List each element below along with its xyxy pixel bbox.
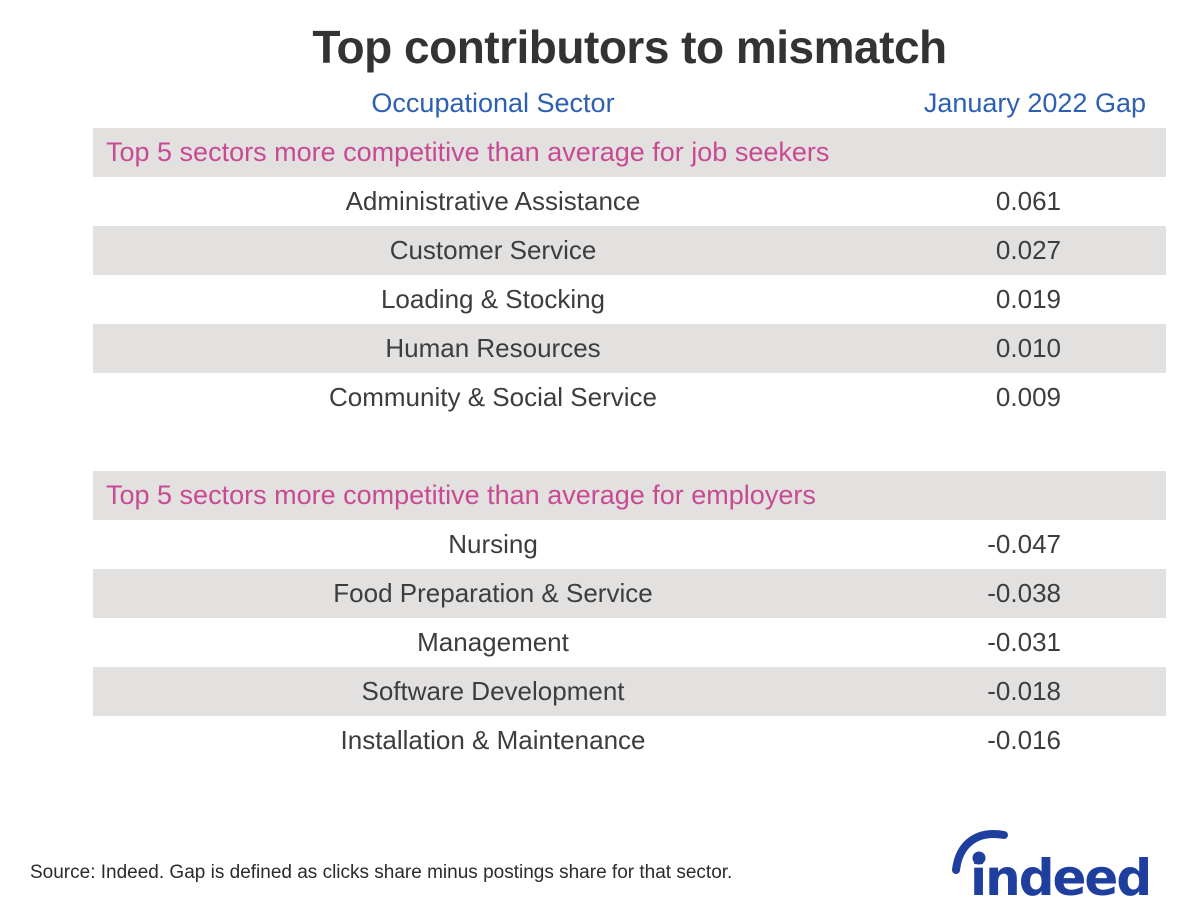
- sector-cell: Community & Social Service: [329, 382, 657, 412]
- sector-cell: Nursing: [448, 529, 538, 559]
- gap-cell: 0.061: [995, 186, 1061, 216]
- indeed-swoosh-icon: [952, 830, 1008, 874]
- sector-cell: Food Preparation & Service: [333, 578, 653, 608]
- table-row: Customer Service 0.027: [93, 226, 1166, 275]
- section-spacer: [93, 422, 1166, 471]
- table-row: Food Preparation & Service -0.038: [93, 569, 1166, 618]
- source-note: Source: Indeed. Gap is defined as clicks…: [30, 862, 733, 883]
- gap-cell: -0.018: [987, 676, 1061, 706]
- section-header-job-seekers: Top 5 sectors more competitive than aver…: [93, 128, 1166, 177]
- page-title: Top contributors to mismatch: [312, 21, 947, 73]
- sector-cell: Management: [417, 627, 569, 657]
- sector-cell: Loading & Stocking: [380, 284, 606, 314]
- indeed-i-dot: [972, 851, 986, 865]
- gap-cell: 0.009: [995, 382, 1061, 412]
- table-row: Administrative Assistance 0.061: [93, 177, 1166, 226]
- sector-cell: Administrative Assistance: [345, 186, 641, 216]
- column-header-gap: January 2022 Gap: [923, 88, 1146, 118]
- table-row: Management -0.031: [93, 618, 1166, 667]
- column-header-sector: Occupational Sector: [371, 88, 615, 118]
- section-header-employers: Top 5 sectors more competitive than aver…: [93, 471, 1166, 520]
- sector-cell: Human Resources: [385, 333, 601, 363]
- table-row: Software Development -0.018: [93, 667, 1166, 716]
- table-row: Human Resources 0.010: [93, 324, 1166, 373]
- mismatch-table: Top 5 sectors more competitive than aver…: [93, 128, 1166, 765]
- table-row: Loading & Stocking 0.019: [93, 275, 1166, 324]
- indeed-logo: indeed: [950, 824, 1155, 907]
- table-row: Installation & Maintenance -0.016: [93, 716, 1166, 765]
- sector-cell: Installation & Maintenance: [340, 725, 646, 755]
- indeed-logo-graphic: indeed: [952, 830, 1152, 907]
- sector-cell: Software Development: [361, 676, 625, 706]
- table-row: Nursing -0.047: [93, 520, 1166, 569]
- sector-cell: Customer Service: [389, 235, 597, 265]
- table-row: Community & Social Service 0.009: [93, 373, 1166, 422]
- gap-cell: -0.038: [987, 578, 1061, 608]
- gap-cell: 0.010: [995, 333, 1061, 363]
- indeed-wordmark: indeed: [970, 849, 1150, 906]
- gap-cell: 0.027: [995, 235, 1061, 265]
- gap-cell: -0.047: [987, 529, 1061, 559]
- gap-cell: 0.019: [995, 284, 1061, 314]
- gap-cell: -0.016: [987, 725, 1061, 755]
- gap-cell: -0.031: [987, 627, 1061, 657]
- column-headers: Occupational Sector January 2022 Gap: [93, 88, 1166, 119]
